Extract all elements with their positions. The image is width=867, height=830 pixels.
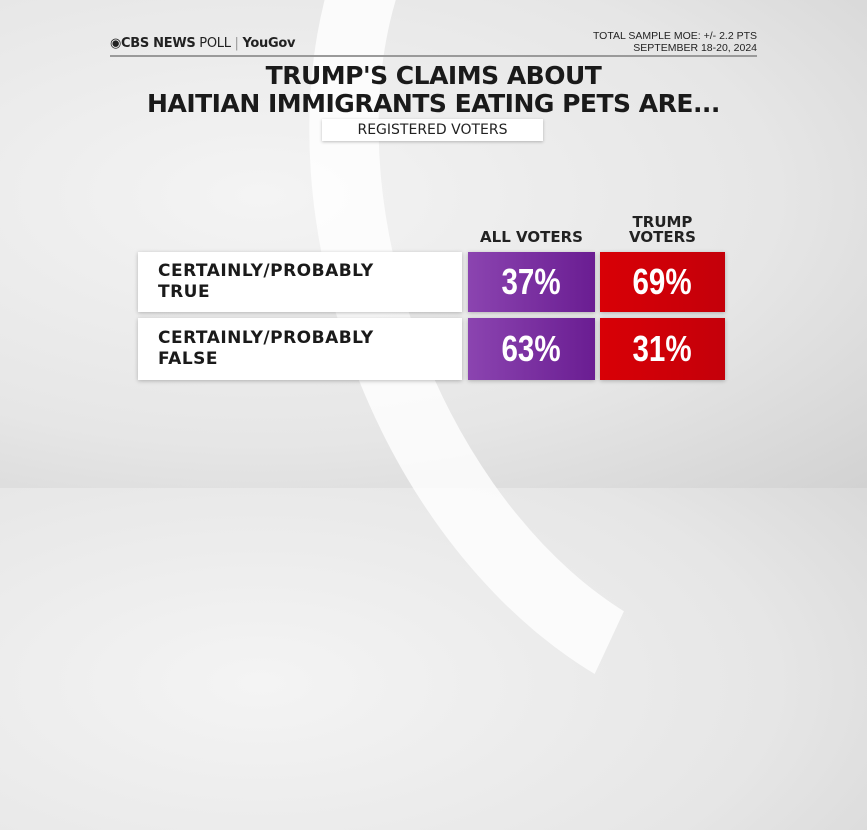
sample-info: TOTAL SAMPLE MOE: +/- 2.2 PTS SEPTEMBER … — [593, 30, 757, 54]
moe-text: TOTAL SAMPLE MOE: +/- 2.2 PTS — [592, 30, 757, 42]
column-header-trump-voters: TRUMP VOTERS — [629, 213, 696, 246]
cbs-news-poll-logo: ◉CBS NEWS POLL | YouGov — [110, 36, 296, 51]
header: ◉CBS NEWS POLL | YouGov TOTAL SAMPLE MOE… — [110, 30, 757, 57]
row-label-false: CERTAINLY/PROBABLY FALSE — [138, 318, 462, 380]
cell-true-all-voters: 37% — [468, 252, 595, 312]
cell-false-trump-voters: 31% — [600, 318, 725, 380]
cell-true-trump-voters: 69% — [600, 252, 725, 312]
row-label-true: CERTAINLY/PROBABLY TRUE — [138, 252, 462, 312]
page-title: TRUMP'S CLAIMS ABOUT HAITIAN IMMIGRANTS … — [147, 61, 720, 118]
poll-dates: SEPTEMBER 18-20, 2024 — [633, 42, 757, 54]
subtitle-badge: REGISTERED VOTERS — [322, 119, 543, 141]
cell-false-all-voters: 63% — [468, 318, 595, 380]
column-header-all-voters: ALL VOTERS — [480, 228, 583, 246]
